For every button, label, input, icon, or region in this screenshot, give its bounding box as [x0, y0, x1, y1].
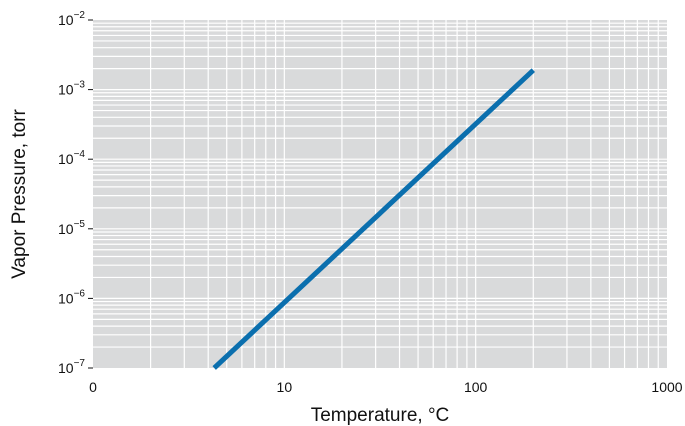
y-tick-label-exponent: −4 [74, 149, 86, 160]
y-tick-label-exponent: −2 [74, 10, 86, 21]
y-tick-label: 10−2 [58, 10, 85, 28]
y-tick-label-base: 10 [58, 290, 74, 306]
x-axis-title: Temperature, °C [311, 405, 450, 426]
series-group [212, 68, 536, 370]
x-tick-label: 0 [89, 379, 97, 395]
y-tick-label-base: 10 [58, 221, 74, 237]
y-axis-title: Vapor Pressure, torr [9, 109, 30, 279]
x-tick-label: 100 [464, 379, 488, 395]
x-tick-label: 1000 [651, 379, 682, 395]
x-axis: 0 10 100 1000 [89, 379, 683, 395]
x-tick-label: 10 [277, 379, 293, 395]
y-tick-label-base: 10 [58, 151, 74, 167]
y-tick-label-base: 10 [58, 82, 74, 98]
y-tick-label-exponent: −7 [74, 358, 86, 369]
y-axis: 10−710−610−510−410−310−2 [58, 10, 93, 376]
y-tick-label-exponent: −5 [74, 219, 86, 230]
y-tick-label-base: 10 [58, 12, 74, 28]
y-tick-label-exponent: −3 [74, 80, 86, 91]
y-tick-label: 10−5 [58, 219, 85, 237]
plot-area [93, 20, 667, 368]
y-tick-label: 10−3 [58, 80, 85, 98]
y-tick-label-exponent: −6 [74, 288, 86, 299]
vapor-pressure-line [212, 68, 536, 370]
y-tick-label: 10−4 [58, 149, 85, 167]
y-tick-label: 10−6 [58, 288, 85, 306]
grid [93, 20, 667, 368]
y-tick-label-base: 10 [58, 360, 74, 376]
y-tick-label: 10−7 [58, 358, 85, 376]
